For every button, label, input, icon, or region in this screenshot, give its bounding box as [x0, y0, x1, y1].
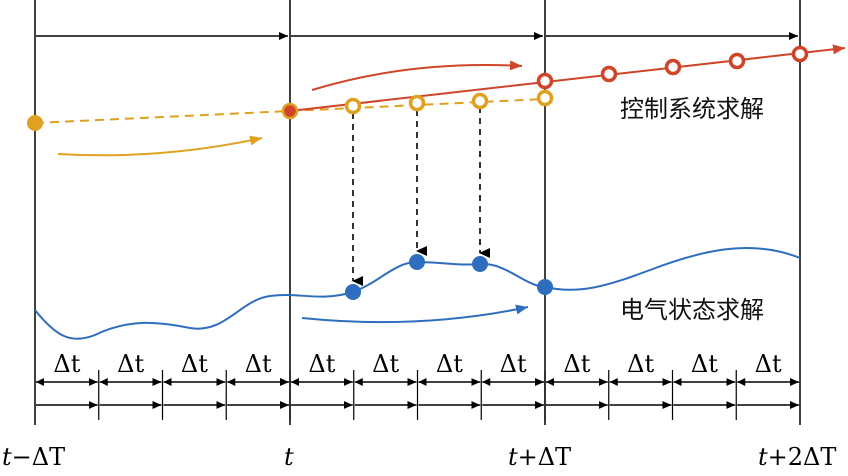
electric-solve-label: 电气状态求解 [620, 296, 764, 324]
orange-start-point [27, 115, 43, 131]
time-gridlines [34, 0, 801, 425]
blue-points [345, 254, 553, 300]
orange-hollow-point [471, 92, 489, 110]
time-label-t-minus-dT: t−ΔT [2, 443, 65, 471]
dt-label: Δt [691, 350, 718, 378]
red-control-trajectory [289, 44, 846, 112]
time-label-t: t [284, 443, 294, 471]
dt-label: Δt [372, 350, 399, 378]
blue-flow-arrow [301, 304, 529, 324]
dt-label: Δt [500, 350, 527, 378]
dt-label: Δt [117, 350, 144, 378]
orange-hollow-point [536, 89, 554, 107]
red-hollow-point [791, 45, 809, 63]
dt-segments: Δt Δt Δt Δt Δt Δt Δt Δt Δt Δt Δt Δt [36, 350, 799, 420]
control-solve-label: 控制系统求解 [620, 95, 764, 123]
orange-hollow-point [344, 97, 362, 115]
orange-points [27, 89, 554, 131]
dt-label: Δt [53, 350, 80, 378]
dt-label: Δt [627, 350, 654, 378]
time-label-t-plus-dT: t+ΔT [508, 443, 571, 471]
dt-label: Δt [308, 350, 335, 378]
electric-state-curve [34, 247, 801, 340]
blue-point [472, 256, 488, 272]
red-hollow-point [664, 58, 682, 76]
red-flow-arrow [311, 60, 523, 91]
red-start-point [281, 102, 299, 120]
red-hollow-point [728, 52, 746, 70]
blue-point [537, 279, 553, 295]
dt-label: Δt [245, 350, 272, 378]
red-points [281, 45, 809, 120]
blue-point [345, 284, 361, 300]
dt-label: Δt [755, 350, 782, 378]
red-hollow-point [536, 72, 554, 90]
time-labels: t−ΔT t t+ΔT t+2ΔT [2, 443, 836, 471]
orange-flow-arrow [57, 135, 263, 157]
time-label-t-plus-2dT: t+2ΔT [758, 443, 836, 471]
red-hollow-point [600, 65, 618, 83]
transfer-arrows [352, 107, 490, 286]
blue-point [409, 254, 425, 270]
orange-hollow-point [408, 94, 426, 112]
dt-label: Δt [563, 350, 590, 378]
dt-label: Δt [181, 350, 208, 378]
dt-label: Δt [436, 350, 463, 378]
